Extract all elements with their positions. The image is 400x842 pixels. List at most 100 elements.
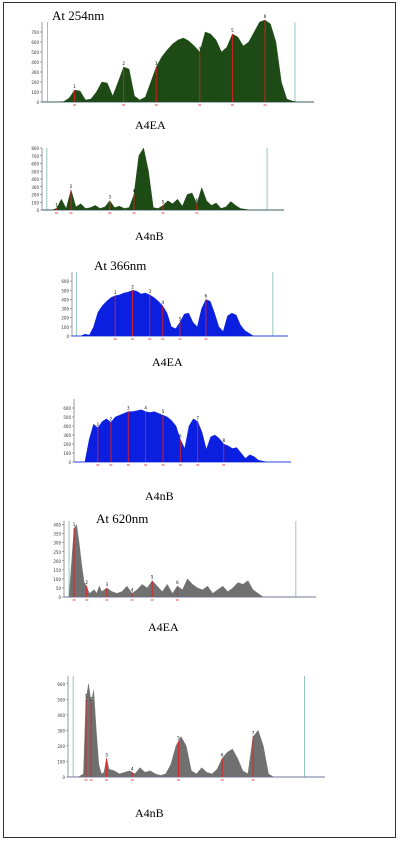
peak-label: 1: [97, 422, 100, 427]
y-tick-label: 150: [53, 568, 61, 573]
y-tick-label: 100: [53, 577, 61, 582]
peak-label: 1: [73, 84, 76, 89]
peak-label: 2: [110, 416, 113, 421]
caption-366-A4nB: A4nB: [145, 489, 174, 503]
peak-label: 6: [176, 580, 179, 585]
heading-620nm: At 620nm: [96, 511, 149, 526]
peak-label: 6: [205, 293, 208, 298]
y-tick-label: 600: [63, 406, 71, 411]
y-tick-label: 400: [31, 60, 39, 65]
y-tick-label: 600: [61, 279, 69, 284]
peak-label: 1: [114, 290, 117, 295]
y-tick-label: 400: [31, 177, 39, 182]
caption-620-A4nB: A4nB: [135, 806, 164, 820]
peak-label: 4: [144, 406, 147, 411]
peak-label: 5: [179, 316, 182, 321]
y-tick-label: 400: [57, 713, 65, 718]
y-tick-label: 0: [66, 334, 69, 339]
y-tick-label: 0: [36, 100, 39, 105]
chart-366-A4EA: 0 100 200 300 400 500 600 1 2 3 4 5 6: [48, 268, 292, 344]
caption-254-A4EA: A4EA: [135, 118, 166, 132]
peak-label: 1: [55, 202, 58, 207]
heading-254nm: At 254nm: [52, 8, 105, 23]
y-tick-label: 50: [56, 586, 62, 591]
y-tick-label: 300: [31, 70, 39, 75]
caption-254-A4nB: A4nB: [135, 229, 164, 243]
peak-label: 4: [131, 766, 134, 771]
chart-254-A4nB: 0 100 200 300 400 500 600 700 800 1 2 3 4 5 6: [18, 144, 288, 218]
y-tick-label: 200: [61, 316, 69, 321]
peak-label: 6: [264, 14, 267, 19]
y-tick-label: 100: [61, 325, 69, 330]
y-tick-label: 0: [62, 775, 65, 780]
y-tick-label: 500: [31, 50, 39, 55]
caption-620-A4EA: A4EA: [148, 620, 179, 634]
chart-620-A4EA: 0 50 100 150 200 250 300 350 400 1 2 3 4 5 6: [40, 517, 320, 605]
peak-label: 1: [73, 522, 76, 527]
y-tick-label: 0: [68, 460, 71, 465]
y-tick-label: 600: [31, 40, 39, 45]
peak-label: 2: [90, 696, 93, 701]
y-tick-label: 350: [53, 532, 61, 537]
y-tick-label: 500: [63, 415, 71, 420]
peak-label: 5: [231, 28, 234, 33]
y-tick-label: 100: [63, 451, 71, 456]
series-area: [42, 19, 314, 103]
y-tick-label: 400: [63, 424, 71, 429]
peak-label: 5: [177, 735, 180, 740]
y-tick-label: 400: [61, 297, 69, 302]
peak-label: 2: [70, 184, 73, 189]
peak-label: 5: [162, 409, 165, 414]
peak-label: 7: [196, 416, 199, 421]
peak-label: 4: [131, 587, 134, 592]
peak-label: 4: [133, 189, 136, 194]
y-tick-label: 250: [53, 550, 61, 555]
peak-label: 3: [148, 289, 151, 294]
y-tick-label: 600: [31, 162, 39, 167]
chart-254-A4EA: 0 100 200 300 400 500 600 700 1 2 3 4 5 6: [18, 14, 318, 110]
chart-svg: 0 100 200 300 400 500 600 1 2 3 4 5 6: [61, 272, 288, 340]
chart-366-A4nB: 0 100 200 300 400 500 600 1 2 3 4 5 6 7 8: [50, 395, 295, 470]
peak-label: 6: [179, 434, 182, 439]
caption-366-A4EA: A4EA: [152, 355, 183, 369]
y-tick-label: 500: [31, 169, 39, 174]
chart-svg: 0 100 200 300 400 500 600 700 1 2 3 4 5 6: [31, 14, 314, 106]
y-tick-label: 200: [57, 744, 65, 749]
y-tick-label: 400: [53, 523, 61, 528]
chart-svg: 0 100 200 300 400 500 600 1 2 3 4 5 6 7 8: [63, 399, 291, 466]
chart-svg: 0 100 200 300 400 500 600 12 3 4 5 6 7: [57, 676, 325, 781]
y-tick-label: 600: [57, 682, 65, 687]
peak-label: 3: [106, 582, 109, 587]
peak-label: 3: [105, 752, 108, 757]
peak-label: 3: [127, 406, 130, 411]
y-tick-label: 100: [57, 759, 65, 764]
y-tick-label: 300: [61, 307, 69, 312]
y-tick-label: 300: [53, 541, 61, 546]
peak-label: 5: [151, 575, 154, 580]
peak-label: 2: [122, 61, 125, 66]
series-area: [68, 683, 325, 778]
y-tick-label: 100: [31, 200, 39, 205]
series-area: [74, 409, 291, 463]
peak-label: 4: [161, 300, 164, 305]
y-tick-label: 200: [63, 442, 71, 447]
peak-label: 2: [85, 580, 88, 585]
y-tick-label: 300: [31, 185, 39, 190]
peak-label: 3: [155, 61, 158, 66]
y-tick-label: 700: [31, 30, 39, 35]
peak-label: 4: [198, 46, 201, 51]
peak-label: 1: [85, 693, 88, 698]
y-tick-label: 0: [58, 595, 61, 600]
y-tick-label: 300: [63, 433, 71, 438]
series-area: [72, 290, 288, 337]
peak-label: 2: [131, 284, 134, 289]
peak-label: 8: [222, 438, 225, 443]
chart-620-A4nB: 0 100 200 300 400 500 600 1 2 3 4 5 6 7: [44, 672, 329, 785]
y-tick-label: 100: [31, 90, 39, 95]
y-tick-label: 800: [31, 146, 39, 151]
peak-label: 6: [196, 198, 199, 203]
series-area: [64, 524, 316, 598]
peak-label: 3: [108, 195, 111, 200]
y-tick-label: 200: [31, 80, 39, 85]
y-tick-label: 200: [53, 559, 61, 564]
